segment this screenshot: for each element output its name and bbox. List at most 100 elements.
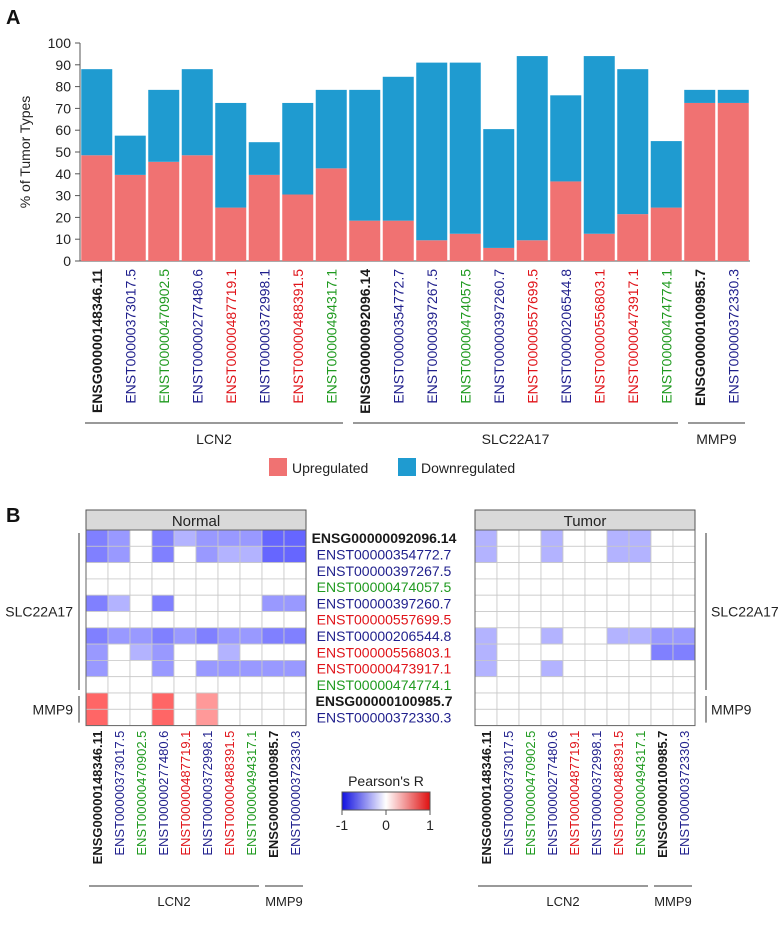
heatmap-cell <box>672 627 696 645</box>
heatmap-cell <box>283 611 307 629</box>
heatmap-cell <box>283 594 307 612</box>
heatmap-row-label: ENST00000354772.7 <box>317 546 452 562</box>
heatmap-cell <box>107 562 131 580</box>
heatmap-cell <box>496 578 520 596</box>
heatmap-cell <box>628 643 652 661</box>
heatmap-cell <box>85 643 109 661</box>
heatmap-column-label: ENST00000373017.5 <box>112 731 127 856</box>
heatmap-cell <box>606 594 630 612</box>
bar-downregulated <box>717 89 749 103</box>
x-tick-label: ENST00000474774.1 <box>658 269 674 404</box>
heatmap-row-label: ENST00000474774.1 <box>317 677 452 693</box>
bar-upregulated <box>483 247 515 261</box>
x-tick-label: ENST00000556803.1 <box>591 269 607 404</box>
colorbar-tick-label: -1 <box>336 817 349 833</box>
heatmap-cell <box>85 594 109 612</box>
legend-swatch-upregulated <box>269 458 287 476</box>
bar-upregulated <box>516 240 548 261</box>
heatmap-cell <box>606 529 630 547</box>
heatmap-cell <box>107 676 131 694</box>
heatmap-cell <box>195 545 219 563</box>
heatmap-cell <box>151 627 175 645</box>
heatmap-cell <box>562 660 586 678</box>
heatmap-cell <box>173 643 197 661</box>
heatmap-cell <box>107 594 131 612</box>
heatmap-cell <box>474 627 498 645</box>
bar-upregulated <box>550 181 582 261</box>
heatmap-cell <box>628 562 652 580</box>
heatmap-row-label: ENST00000397260.7 <box>317 595 452 611</box>
heatmap-cell <box>540 660 564 678</box>
heatmap-cell <box>672 692 696 710</box>
heatmap-row-label: ENST00000473917.1 <box>317 661 452 677</box>
x-tick-label: ENST00000470902.5 <box>156 269 172 404</box>
y-tick-label: 20 <box>55 209 71 225</box>
heatmap-cell <box>628 545 652 563</box>
heatmap-cell <box>261 692 285 710</box>
bar-downregulated <box>449 62 481 234</box>
heatmap-cell <box>195 708 219 726</box>
heatmap-panel-title: Tumor <box>564 513 607 530</box>
heatmap-cell <box>151 594 175 612</box>
bar-upregulated <box>449 233 481 261</box>
y-tick-label: 100 <box>48 35 72 51</box>
bar-downregulated <box>684 89 716 103</box>
stacked-bar-chart: 0 10 20 30 40 50 60 70 80 90 100 % of Tumor Types EN… <box>17 35 750 476</box>
heatmap-cell <box>261 529 285 547</box>
heatmap-cell <box>474 643 498 661</box>
heatmap-cell <box>173 594 197 612</box>
heatmap-cell <box>283 562 307 580</box>
heatmap-cell <box>562 627 586 645</box>
heatmap-cell <box>474 708 498 726</box>
heatmap-cell <box>650 643 674 661</box>
heatmap-column-label: ENSG00000100985.7 <box>266 731 281 858</box>
bar-upregulated <box>81 155 113 261</box>
heatmap-cell <box>151 660 175 678</box>
x-tick-label: ENST00000372998.1 <box>256 269 272 404</box>
heatmap-cell <box>496 627 520 645</box>
heatmap-cell <box>283 676 307 694</box>
x-tick-label: ENST00000487719.1 <box>223 269 239 404</box>
heatmap-column-label: ENSG00000148346.11 <box>479 731 494 865</box>
column-group-label: LCN2 <box>157 894 190 909</box>
heatmap-cell <box>650 627 674 645</box>
heatmap-cell <box>261 627 285 645</box>
heatmap-cell <box>173 611 197 629</box>
heatmap-cell <box>606 627 630 645</box>
x-tick-label: ENSG00000092096.14 <box>357 269 373 414</box>
heatmap-cell <box>628 660 652 678</box>
heatmap-cell <box>217 643 241 661</box>
heatmap-cell <box>217 594 241 612</box>
heatmap-cell <box>650 529 674 547</box>
heatmap-cell <box>173 708 197 726</box>
y-axis-title: % of Tumor Types <box>17 96 33 209</box>
bar-upregulated <box>583 233 615 261</box>
heatmap-cell <box>283 578 307 596</box>
heatmap-cell <box>261 562 285 580</box>
bar-downregulated <box>550 95 582 182</box>
heatmap-column-label: ENST00000470902.5 <box>134 731 149 856</box>
heatmap-cell <box>195 627 219 645</box>
correlation-heatmaps: Normal ENSG00000148346.11 ENST00000373017.… <box>5 509 779 909</box>
heatmap-cell <box>562 643 586 661</box>
heatmap-cell <box>217 660 241 678</box>
heatmap-cell <box>129 594 153 612</box>
heatmap-cell <box>129 578 153 596</box>
heatmap-cell <box>650 611 674 629</box>
heatmap-cell <box>283 545 307 563</box>
heatmap-cell <box>628 594 652 612</box>
heatmap-cell <box>584 643 608 661</box>
heatmap-cell <box>151 529 175 547</box>
gene-group-label: LCN2 <box>196 431 232 447</box>
heatmap-cell <box>151 562 175 580</box>
heatmap-cell <box>129 708 153 726</box>
heatmap-cell <box>672 578 696 596</box>
bar-upregulated <box>282 194 314 261</box>
heatmap-cell <box>85 578 109 596</box>
heatmap-cell <box>151 692 175 710</box>
row-group-label-right: MMP9 <box>711 701 752 717</box>
heatmap-cell <box>107 529 131 547</box>
bar-downregulated <box>650 141 682 208</box>
heatmap-column-label: ENST00000372330.3 <box>288 731 303 856</box>
